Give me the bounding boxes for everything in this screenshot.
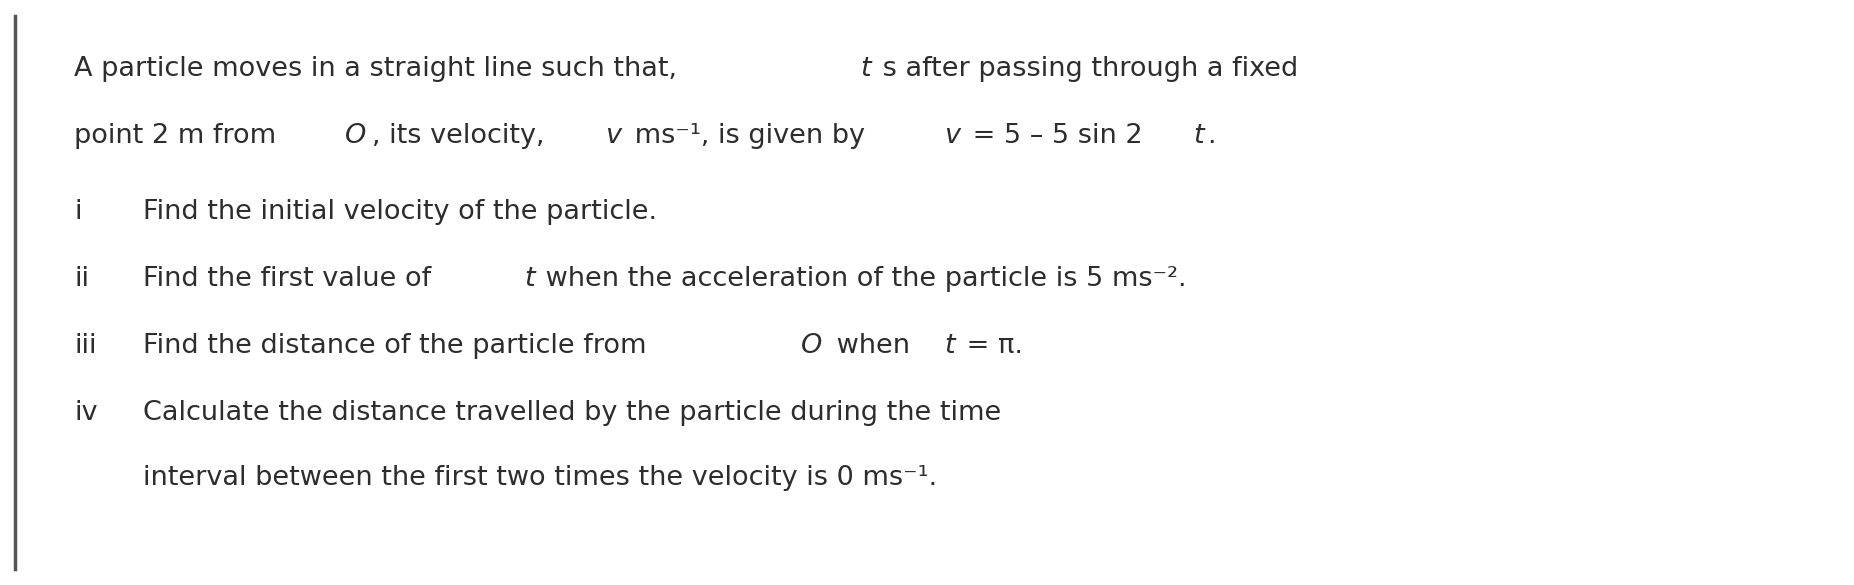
Text: t: t — [1194, 123, 1205, 149]
Text: O: O — [345, 123, 367, 149]
Text: s after passing through a fixed: s after passing through a fixed — [873, 56, 1298, 82]
Text: ii: ii — [74, 266, 89, 292]
Text: = 5 – 5 sin 2: = 5 – 5 sin 2 — [964, 123, 1142, 149]
Text: Calculate the distance travelled by the particle during the time: Calculate the distance travelled by the … — [143, 400, 1001, 426]
Text: Find the initial velocity of the particle.: Find the initial velocity of the particl… — [143, 199, 656, 225]
Text: iv: iv — [74, 400, 98, 426]
Text: .: . — [1207, 123, 1216, 149]
Text: iii: iii — [74, 333, 96, 359]
Text: , its velocity,: , its velocity, — [373, 123, 554, 149]
Text: Find the first value of: Find the first value of — [143, 266, 439, 292]
Text: interval between the first two times the velocity is 0 ms⁻¹.: interval between the first two times the… — [143, 466, 936, 491]
Text: t: t — [860, 56, 871, 82]
Text: i: i — [74, 199, 82, 225]
Text: v: v — [604, 123, 621, 149]
Text: t: t — [944, 333, 955, 359]
Text: A particle moves in a straight line such that,: A particle moves in a straight line such… — [74, 56, 686, 82]
Text: O: O — [801, 333, 821, 359]
Text: ms⁻¹, is given by: ms⁻¹, is given by — [625, 123, 873, 149]
Text: = π.: = π. — [959, 333, 1023, 359]
Text: when: when — [829, 333, 918, 359]
Text: t: t — [525, 266, 534, 292]
Text: point 2 m from: point 2 m from — [74, 123, 286, 149]
Text: when the acceleration of the particle is 5 ms⁻².: when the acceleration of the particle is… — [538, 266, 1187, 292]
Text: Find the distance of the particle from: Find the distance of the particle from — [143, 333, 654, 359]
Text: v: v — [944, 123, 960, 149]
